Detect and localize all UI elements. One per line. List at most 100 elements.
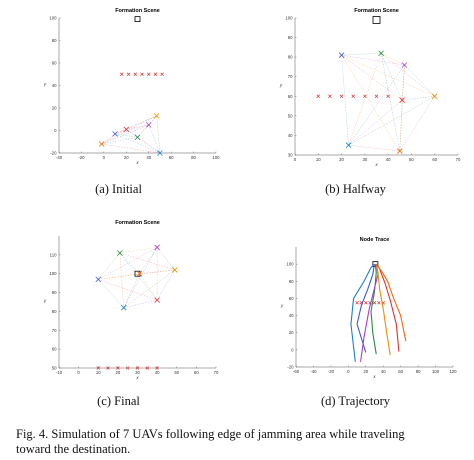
chart-trajectory: Node Trace -60 -40 -20 0 20 40 60 80 100 120 -20 0 20… bbox=[280, 237, 457, 379]
formation-edge bbox=[139, 273, 158, 301]
x-tick-label: -60 bbox=[293, 369, 300, 374]
uav-marker bbox=[117, 250, 123, 256]
x-tick-label: 40 bbox=[386, 157, 391, 162]
jamming-edge-marker bbox=[155, 366, 159, 370]
y-tick-label: 60 bbox=[288, 94, 293, 99]
formation-edge bbox=[399, 64, 405, 152]
jamming-edge-marker bbox=[377, 300, 381, 305]
x-tick-label: 100 bbox=[432, 369, 440, 374]
y-tick-label: 80 bbox=[288, 55, 293, 60]
formation-edge bbox=[348, 53, 382, 146]
y-tick-label: 110 bbox=[50, 252, 57, 257]
jamming-edge-marker bbox=[386, 94, 390, 99]
y-tick-label: 90 bbox=[288, 35, 293, 40]
uav-marker bbox=[145, 122, 152, 128]
formation-edge bbox=[115, 133, 138, 138]
chart-title: Node Trace bbox=[360, 237, 390, 243]
uav-trajectory bbox=[356, 264, 376, 353]
y-tick-label: 100 bbox=[49, 16, 57, 21]
y-tick-label: 80 bbox=[289, 279, 294, 284]
panel-initial: Formation Scene -40 -20 0 20 40 60 80 100 -20 0 20 4… bbox=[0, 0, 237, 210]
formation-edge bbox=[119, 252, 158, 301]
uav-marker bbox=[345, 142, 352, 148]
x-tick-label: 50 bbox=[174, 370, 179, 375]
panel-final: Formation Scene -10 0 10 20 30 40 50 60 70 50 60 70 8… bbox=[0, 212, 237, 422]
formation-edge bbox=[341, 55, 349, 146]
x-tick-label: 50 bbox=[409, 157, 414, 162]
uav-trajectory bbox=[375, 264, 391, 356]
formation-edge bbox=[341, 55, 400, 152]
y-tick-label: 70 bbox=[288, 74, 293, 79]
jamming-edge-marker bbox=[372, 300, 377, 305]
formation-edge bbox=[98, 252, 121, 280]
chart-title: Formation Scene bbox=[354, 8, 399, 14]
x-tick-label: 40 bbox=[155, 370, 160, 375]
x-tick-label: -10 bbox=[56, 370, 63, 375]
x-tick-label: 20 bbox=[339, 157, 344, 162]
x-tick-label: -40 bbox=[56, 155, 63, 160]
x-axis-label: x bbox=[135, 375, 139, 380]
jamming-edge-marker bbox=[153, 72, 158, 76]
x-tick-label: 70 bbox=[214, 370, 219, 375]
figure-caption-line-1: Fig. 4. Simulation of 7 UAVs following e… bbox=[16, 427, 405, 441]
panel-trajectory: Node Trace -60 -40 -20 0 20 40 60 80 100 120 -20 0 20… bbox=[237, 212, 474, 422]
jamming-edge-marker bbox=[316, 94, 321, 99]
x-tick-label: -20 bbox=[328, 369, 335, 374]
formation-edge bbox=[115, 124, 149, 135]
y-axis-label: y bbox=[43, 82, 47, 87]
formation-edge bbox=[348, 100, 403, 146]
jamming-edge-marker bbox=[125, 366, 130, 370]
jamming-edge-marker bbox=[106, 366, 110, 370]
y-tick-label: 100 bbox=[285, 16, 293, 21]
y-tick-label: 50 bbox=[52, 366, 57, 371]
formation-edge bbox=[126, 129, 161, 154]
formation-edge bbox=[399, 96, 435, 152]
uav-marker bbox=[378, 50, 384, 57]
y-tick-label: 60 bbox=[52, 61, 57, 66]
formation-edge bbox=[156, 247, 175, 271]
y-axis-label: y bbox=[280, 303, 284, 308]
formation-edge bbox=[119, 252, 124, 308]
formation-edge bbox=[380, 53, 401, 152]
jamming-edge-marker bbox=[135, 366, 140, 370]
x-axis-label: x bbox=[135, 160, 139, 165]
x-tick-label: 30 bbox=[135, 370, 140, 375]
jamming-edge-marker bbox=[120, 72, 124, 76]
formation-edge bbox=[119, 252, 175, 271]
x-tick-label: 10 bbox=[316, 157, 321, 162]
x-tick-label: 60 bbox=[169, 155, 174, 160]
uav-marker bbox=[136, 270, 143, 277]
y-tick-label: 50 bbox=[288, 113, 293, 118]
formation-edge bbox=[380, 53, 403, 101]
x-tick-label: 0 bbox=[77, 370, 80, 375]
uav-marker bbox=[399, 97, 405, 103]
uav-marker bbox=[397, 148, 403, 154]
uav-marker bbox=[154, 244, 160, 251]
jamming-edge-marker bbox=[355, 300, 359, 305]
uav-marker bbox=[120, 304, 127, 311]
y-tick-label: -20 bbox=[50, 151, 57, 156]
uav-marker bbox=[123, 126, 130, 133]
formation-edge bbox=[101, 143, 160, 154]
x-tick-label: 20 bbox=[124, 155, 129, 160]
y-tick-label: -20 bbox=[287, 365, 294, 370]
formation-edge bbox=[139, 269, 175, 274]
uav-trajectory bbox=[370, 264, 377, 355]
formation-edge bbox=[348, 96, 435, 146]
formation-edge bbox=[148, 124, 161, 154]
formation-edge bbox=[404, 64, 435, 97]
uav-marker bbox=[98, 141, 105, 147]
jamming-edge-marker bbox=[126, 72, 131, 76]
x-tick-label: 0 bbox=[347, 369, 350, 374]
chart-initial: Formation Scene-40 -20 0 20 40 60 80 100-200204… bbox=[43, 8, 220, 165]
y-tick-label: 40 bbox=[52, 83, 57, 88]
uav-marker bbox=[112, 131, 118, 137]
y-tick-label: 40 bbox=[288, 133, 293, 138]
y-tick-label: 60 bbox=[289, 296, 294, 301]
x-tick-label: 30 bbox=[362, 157, 367, 162]
figure-caption: Fig. 4. Simulation of 7 UAVs following e… bbox=[16, 427, 461, 457]
x-tick-label: 20 bbox=[363, 369, 368, 374]
x-tick-label: 20 bbox=[115, 370, 120, 375]
y-axis-label: y bbox=[43, 298, 47, 303]
uav-trajectory bbox=[350, 263, 375, 362]
